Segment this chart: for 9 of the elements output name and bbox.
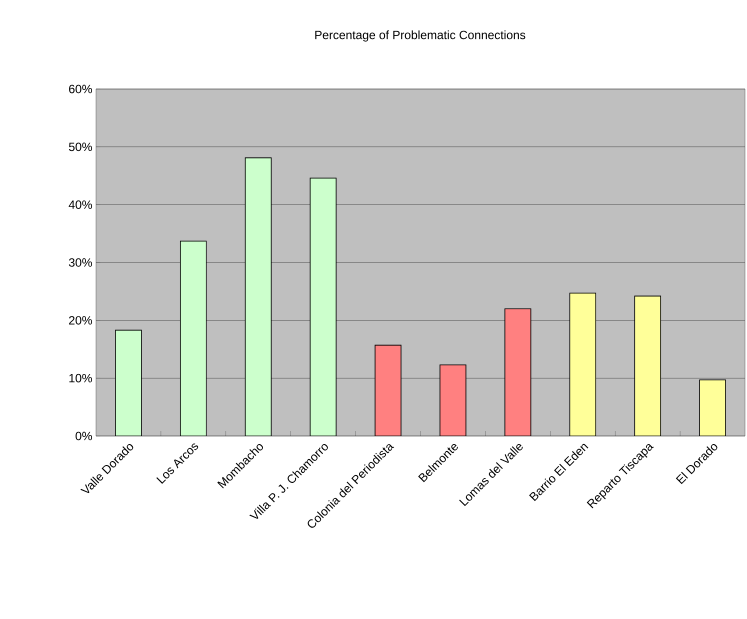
y-tick-label: 0% — [76, 432, 92, 440]
chart-title: Percentage of Problematic Connections — [315, 30, 526, 42]
y-tick-label: 50% — [68, 142, 92, 152]
bar — [374, 344, 402, 436]
y-tick-label: 60% — [69, 84, 92, 94]
y-tick-label: 10% — [69, 374, 92, 382]
y-tick-label: 30% — [68, 258, 92, 267]
y-tick-label: 20% — [69, 316, 92, 325]
y-tick-label: 40% — [68, 200, 92, 209]
